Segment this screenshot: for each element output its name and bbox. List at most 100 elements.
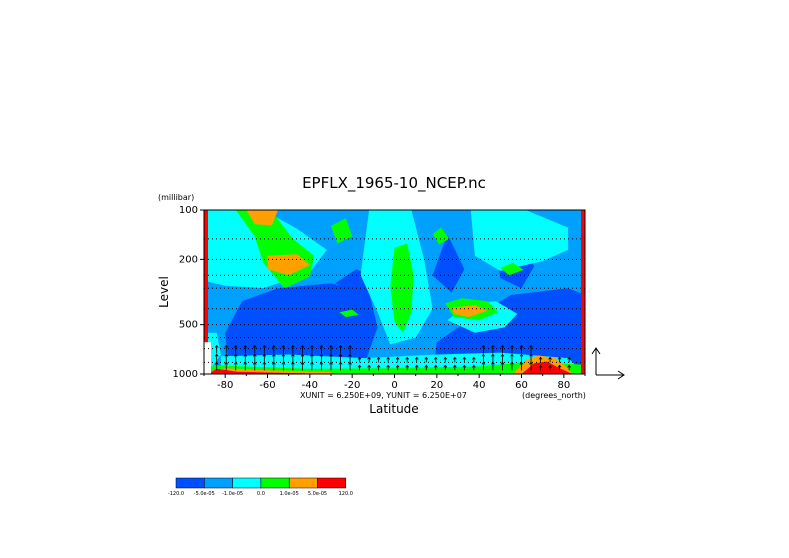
flux-vector-head bbox=[414, 356, 419, 360]
colorbar-swatch bbox=[175, 477, 205, 489]
flux-vector-head bbox=[386, 364, 390, 368]
colorbar-label: 120.0 bbox=[339, 491, 353, 497]
x-tick-label: -60 bbox=[259, 380, 275, 391]
contour-region-23 bbox=[208, 368, 306, 374]
plot-area bbox=[204, 210, 585, 374]
flux-vector-head bbox=[462, 356, 467, 360]
flux-vector-head bbox=[300, 353, 305, 357]
x-tick-label: -40 bbox=[302, 380, 318, 391]
flux-vector-head bbox=[291, 344, 295, 348]
colorbar-swatch bbox=[260, 477, 290, 489]
flux-vector-head bbox=[548, 356, 552, 360]
contour-region-24 bbox=[521, 361, 573, 374]
flux-vector-head bbox=[548, 364, 552, 368]
contour-region-18 bbox=[267, 254, 310, 276]
flux-vector-head bbox=[472, 364, 476, 368]
flux-vector-head bbox=[272, 344, 276, 348]
flux-vector-head bbox=[395, 364, 400, 368]
colorbar-swatch bbox=[232, 477, 262, 489]
contour-region-11 bbox=[390, 243, 414, 333]
flux-vector-head bbox=[386, 356, 390, 360]
x-axis-units: (degrees_north) bbox=[522, 391, 586, 400]
colorbar-label: 1.0e-05 bbox=[280, 491, 299, 497]
flux-vector-head bbox=[472, 356, 476, 360]
flux-vector-head bbox=[376, 356, 381, 360]
contour-region-15 bbox=[339, 309, 359, 318]
flux-vector-head bbox=[310, 353, 314, 357]
flux-vector-head bbox=[281, 344, 286, 348]
flux-vector-head bbox=[405, 356, 410, 360]
flux-vector-head bbox=[567, 356, 571, 360]
flux-vector-head bbox=[357, 356, 362, 360]
flux-vector-head bbox=[557, 364, 562, 368]
flux-vector-head bbox=[252, 353, 257, 357]
colorbar-label: 0.0 bbox=[257, 491, 265, 497]
y-axis-units: (millibar) bbox=[158, 193, 194, 202]
colorbar-label: -1.0e-05 bbox=[222, 491, 243, 497]
colorbar-label: -120.0 bbox=[168, 491, 184, 497]
flux-vector-head bbox=[500, 344, 505, 348]
y-tick-label: 100 bbox=[179, 205, 198, 216]
flux-vector-head bbox=[395, 356, 400, 360]
flux-vector-head bbox=[367, 356, 371, 360]
y-axis-ticks: 100 200 500 1000 bbox=[173, 205, 204, 380]
flux-vector-head bbox=[510, 344, 514, 348]
flux-vector-head bbox=[329, 344, 333, 348]
y-axis-label: Level bbox=[157, 276, 171, 308]
contour-region-16 bbox=[432, 227, 450, 245]
flux-vector-head bbox=[491, 353, 495, 357]
flux-vector-head bbox=[214, 353, 219, 357]
flux-vector-head bbox=[300, 344, 305, 348]
colorbar-label: 5.0e-05 bbox=[308, 491, 327, 497]
flux-vector-head bbox=[357, 364, 362, 368]
flux-vector-head bbox=[519, 353, 524, 357]
flux-vector-head bbox=[262, 353, 267, 357]
x-axis-ticks: -80 -60 -40 -20 0 20 40 60 80 bbox=[203, 374, 586, 391]
contour-region-1 bbox=[432, 288, 585, 374]
flux-vector-head bbox=[462, 364, 467, 368]
chart-title: EPFLX_1965-10_NCEP.nc bbox=[302, 174, 486, 193]
vector-field bbox=[214, 344, 571, 371]
x-tick-label: -20 bbox=[344, 380, 360, 391]
flux-vector-head bbox=[367, 364, 371, 368]
x-tick-label: 20 bbox=[430, 380, 443, 391]
contour-region-19 bbox=[451, 305, 488, 318]
flux-vector-head bbox=[262, 344, 267, 348]
contour-region-17 bbox=[246, 210, 279, 226]
y-tick-label: 1000 bbox=[173, 369, 198, 380]
y-tick-label: 500 bbox=[179, 320, 198, 331]
flux-vector-head bbox=[538, 356, 543, 360]
flux-vector-head bbox=[348, 353, 352, 357]
flux-vector-head bbox=[310, 344, 314, 348]
flux-vector-head bbox=[557, 356, 562, 360]
flux-vector-head bbox=[338, 344, 343, 348]
flux-vector-head bbox=[519, 344, 524, 348]
flux-vector-head bbox=[376, 364, 381, 368]
x-tick-label: 0 bbox=[391, 380, 397, 391]
flux-vector-head bbox=[233, 353, 238, 357]
flux-vector-head bbox=[252, 344, 257, 348]
flux-vector-head bbox=[424, 356, 429, 360]
flux-vector-head bbox=[319, 344, 324, 348]
flux-vector-head bbox=[272, 353, 276, 357]
contour-edge-north bbox=[581, 210, 585, 374]
flux-vector-head bbox=[243, 353, 248, 357]
flux-vector-head bbox=[291, 353, 295, 357]
contour-region-14 bbox=[500, 262, 524, 276]
flux-vector-head bbox=[443, 364, 448, 368]
flux-vector-head bbox=[443, 356, 448, 360]
flux-vector-head bbox=[453, 364, 457, 368]
flux-vector-head bbox=[510, 353, 514, 357]
colorbar-swatch bbox=[317, 477, 347, 489]
flux-vector-head bbox=[329, 353, 333, 357]
flux-vector-head bbox=[529, 344, 533, 348]
flux-vector-head bbox=[281, 353, 286, 357]
x-tick-label: 60 bbox=[515, 380, 528, 391]
y-tick-label: 200 bbox=[179, 254, 198, 265]
x-tick-label: 80 bbox=[557, 380, 570, 391]
flux-vector-head bbox=[405, 364, 410, 368]
x-tick-label: 40 bbox=[473, 380, 486, 391]
contour-region-20 bbox=[204, 361, 585, 374]
colorbar: -120.0 -5.0e-05 -1.0e-05 0.0 1.0e-05 5.0e-05 1… bbox=[168, 477, 353, 497]
